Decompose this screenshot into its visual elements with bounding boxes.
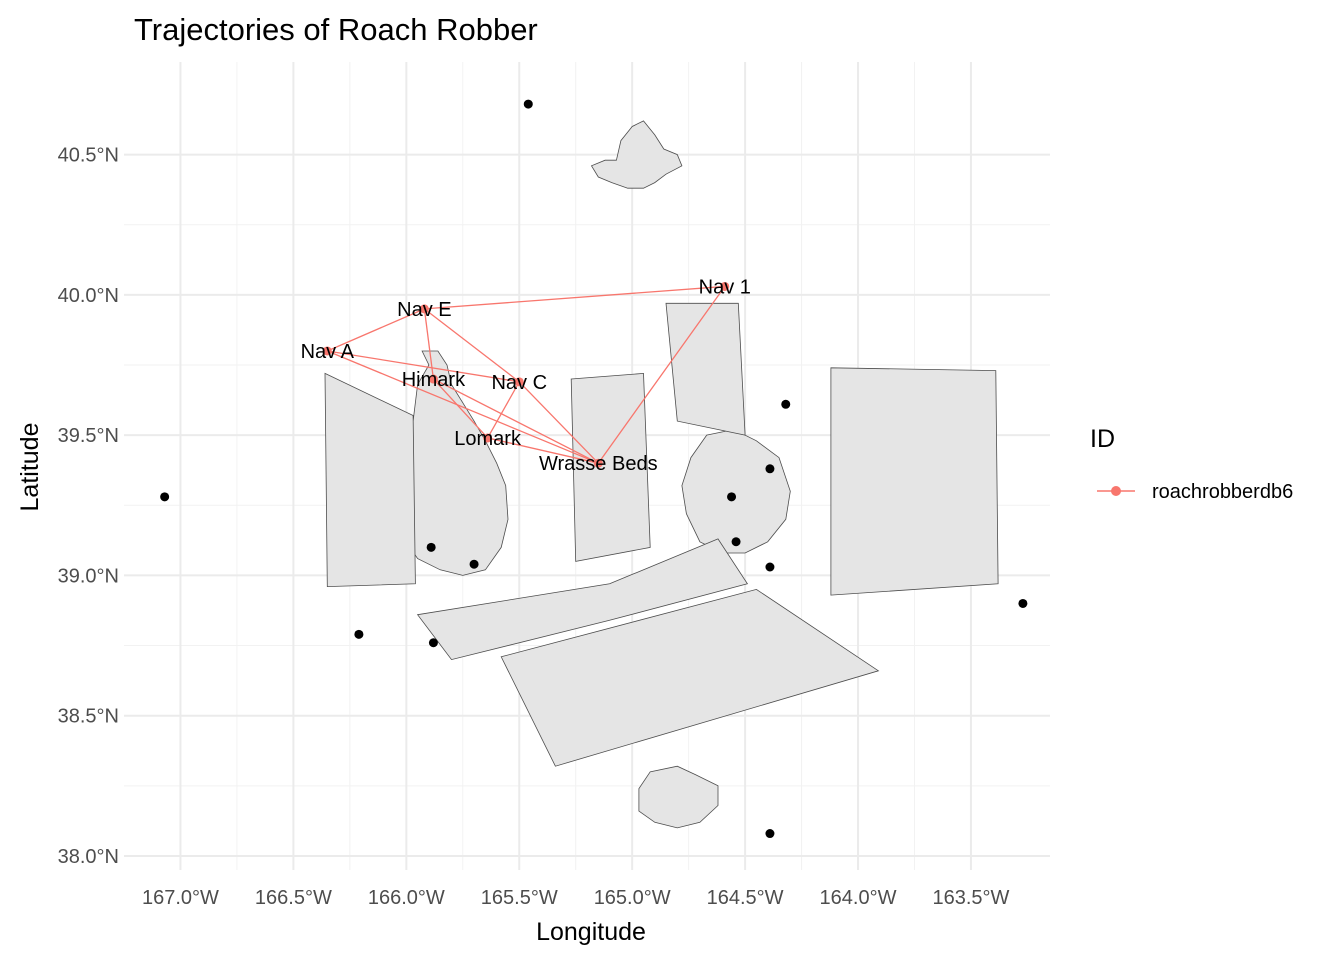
location-point <box>1018 598 1028 608</box>
x-axis-title: Longitude <box>536 918 646 946</box>
location-point <box>426 542 436 552</box>
land-polygons <box>324 120 999 829</box>
track-segment <box>424 285 725 310</box>
y-axis-title: Latitude <box>16 423 44 512</box>
location-point <box>731 537 741 547</box>
y-tick-label: 39.0°N <box>58 565 119 587</box>
trajectory-track <box>322 281 730 468</box>
x-tick-label: 165.0°W <box>594 887 671 909</box>
land-zone-east <box>830 367 999 596</box>
y-tick-label: 38.0°N <box>58 846 119 868</box>
track-segment <box>327 350 520 383</box>
legend-key-point <box>1111 486 1121 496</box>
location-label: Nav 1 <box>699 276 751 298</box>
location-point <box>469 559 479 569</box>
track-segment <box>423 308 520 383</box>
track-point <box>593 458 603 468</box>
track-segment <box>487 437 599 464</box>
land-north-island <box>590 120 683 189</box>
track-point <box>428 374 438 384</box>
y-tick-label: 40.0°N <box>58 285 119 307</box>
x-tick-label: 164.5°W <box>707 887 784 909</box>
land-zone-west <box>324 372 416 588</box>
location-labels: Nav 1 Nav E Nav A Himark Nav C Lomark Wrasse B… <box>301 276 751 475</box>
location-label: Nav E <box>397 299 451 321</box>
location-point <box>727 492 737 502</box>
x-tick-label: 165.5°W <box>481 887 558 909</box>
location-point <box>523 99 533 109</box>
location-label: Wrasse Beds <box>539 453 658 475</box>
track-segment <box>327 308 425 352</box>
location-point <box>160 492 170 502</box>
y-axis-ticks: 38.0°N 38.5°N 39.0°N 39.5°N 40.0°N 40.5°N <box>58 145 119 868</box>
land-east-island <box>681 429 791 554</box>
location-point <box>781 399 791 409</box>
track-point <box>322 346 332 356</box>
track-segment <box>327 350 599 464</box>
land-zone-diag-1 <box>416 538 749 661</box>
x-tick-label: 163.5°W <box>932 887 1009 909</box>
track-segment <box>432 378 489 439</box>
location-point <box>354 629 364 639</box>
track-point <box>514 377 524 387</box>
location-label: Nav A <box>301 341 355 363</box>
y-tick-label: 40.5°N <box>58 145 119 167</box>
x-tick-label: 167.0°W <box>142 887 219 909</box>
legend: ID roachrobberdb6 <box>1090 425 1293 503</box>
track-point <box>419 304 429 314</box>
track-segment <box>487 381 520 439</box>
x-tick-label: 166.0°W <box>368 887 445 909</box>
x-tick-label: 164.0°W <box>820 887 897 909</box>
land-zone-diag-2 <box>500 588 880 767</box>
location-point <box>765 562 775 572</box>
track-segment <box>597 286 726 464</box>
location-points <box>160 99 1028 839</box>
location-point <box>765 464 775 474</box>
location-label: Nav C <box>491 372 547 394</box>
track-point <box>720 281 730 291</box>
location-point <box>765 829 775 839</box>
land-zone-center <box>570 372 651 562</box>
chart-title: Trajectories of Roach Robber <box>134 12 538 47</box>
track-segment <box>518 381 599 464</box>
location-label: Lomark <box>454 428 522 450</box>
legend-title: ID <box>1090 425 1115 453</box>
plot-panel: Nav 1 Nav E Nav A Himark Nav C Lomark Wrasse B… <box>124 62 1050 870</box>
location-point <box>428 638 438 648</box>
land-south-island <box>638 765 719 829</box>
track-segment <box>423 308 435 380</box>
legend-label: roachrobberdb6 <box>1152 481 1293 503</box>
x-axis-ticks: 167.0°W 166.5°W 166.0°W 165.5°W 165.0°W 164.5… <box>142 887 1010 909</box>
y-tick-label: 39.5°N <box>58 425 119 447</box>
y-tick-label: 38.5°N <box>58 706 119 728</box>
location-label: Himark <box>402 369 466 391</box>
track-segment <box>433 378 599 464</box>
x-tick-label: 166.5°W <box>255 887 332 909</box>
land-zone-ne <box>665 302 746 436</box>
track-point <box>483 433 493 443</box>
